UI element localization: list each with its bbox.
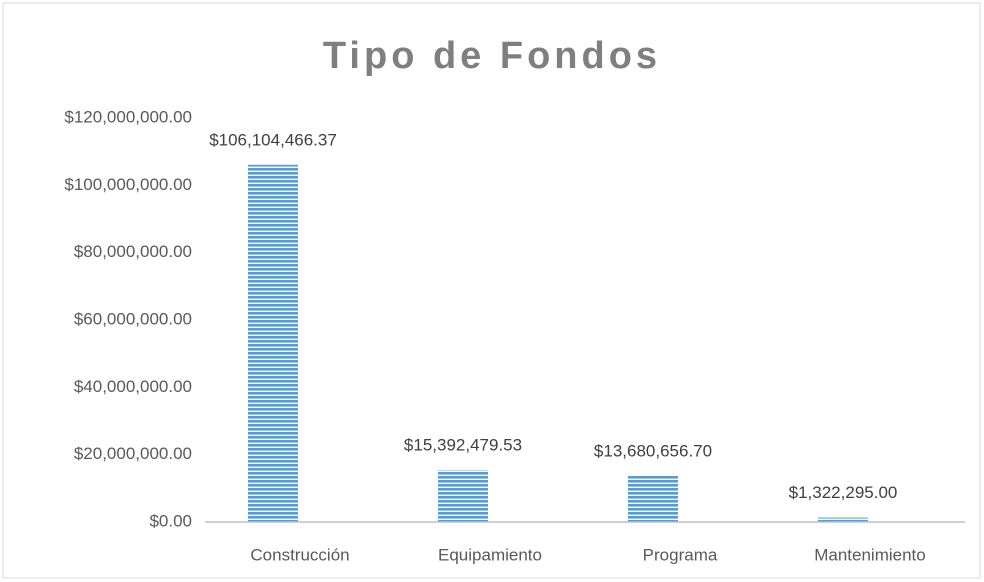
bar (818, 517, 868, 522)
y-tick-label: $120,000,000.00 (64, 107, 192, 126)
x-tick-label: Equipamiento (438, 545, 542, 564)
bar (628, 475, 678, 522)
y-tick-label: $0.00 (149, 511, 192, 530)
data-label: $13,680,656.70 (594, 441, 712, 460)
y-tick-label: $40,000,000.00 (74, 377, 192, 396)
bar (248, 164, 298, 523)
data-label: $106,104,466.37 (209, 130, 337, 149)
data-label: $1,322,295.00 (789, 483, 898, 502)
y-tick-label: $80,000,000.00 (74, 242, 192, 261)
x-tick-label: Construcción (250, 545, 349, 564)
x-tick-label: Programa (643, 545, 718, 564)
y-tick-label: $100,000,000.00 (64, 175, 192, 194)
y-tick-label: $60,000,000.00 (74, 309, 192, 328)
bar (438, 470, 488, 522)
x-tick-label: Mantenimiento (814, 545, 926, 564)
chart-title: Tipo de Fondos (323, 35, 661, 77)
data-label: $15,392,479.53 (404, 436, 522, 455)
y-tick-label: $20,000,000.00 (74, 444, 192, 463)
